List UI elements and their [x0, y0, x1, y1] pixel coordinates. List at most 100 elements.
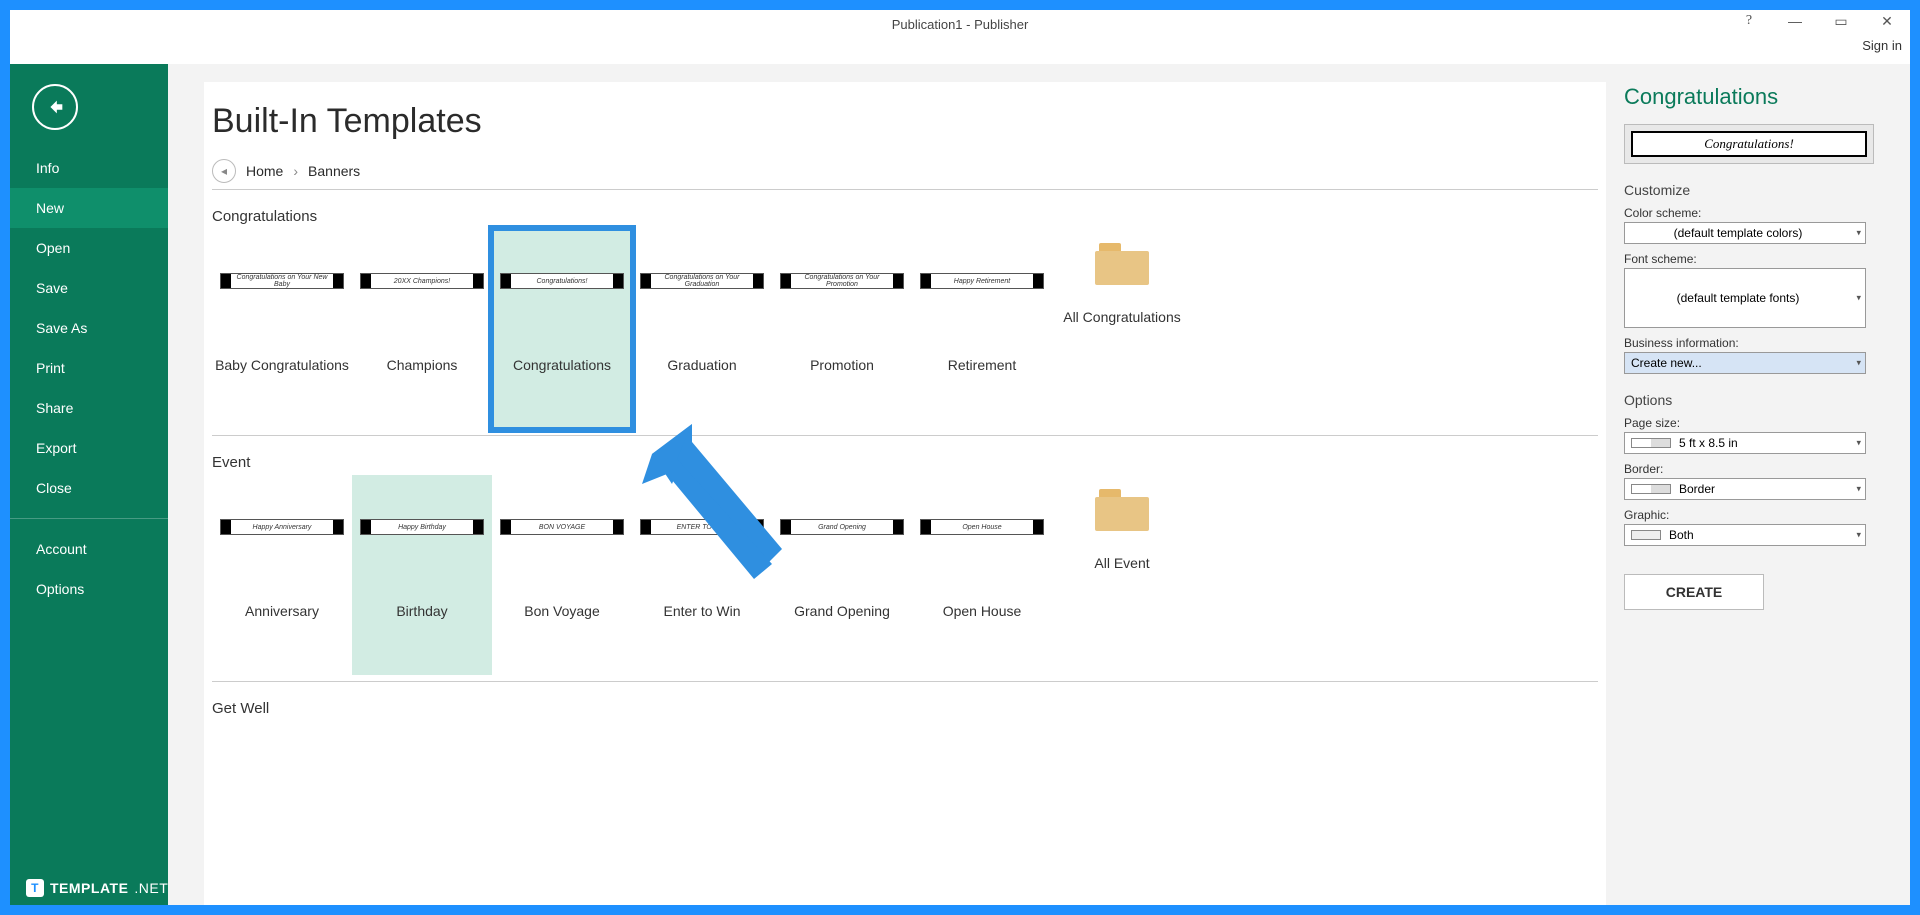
template-thumb: Congratulations on Your New Baby: [220, 273, 344, 289]
page-size-value: 5 ft x 8.5 in: [1679, 436, 1738, 450]
customize-heading: Customize: [1624, 182, 1892, 198]
template-label: Open House: [943, 603, 1022, 620]
minimize-icon[interactable]: —: [1772, 10, 1818, 32]
back-button[interactable]: [32, 84, 78, 130]
template-tile-retirement[interactable]: Happy Retirement Retirement: [912, 229, 1052, 429]
font-scheme-value: (default template fonts): [1677, 291, 1800, 305]
chevron-down-icon: ▾: [1856, 228, 1861, 239]
template-tile-open-house[interactable]: Open House Open House: [912, 475, 1052, 675]
template-tile-congratulations[interactable]: Congratulations! Congratulations: [492, 229, 632, 429]
graphic-dropdown[interactable]: Both ▾: [1624, 524, 1866, 546]
titlebar: Publication1 - Publisher ? — ▭ ✕: [10, 10, 1910, 38]
preview-banner: Congratulations!: [1631, 131, 1867, 157]
template-tile-champions[interactable]: 20XX Champions! Champions: [352, 229, 492, 429]
nav-item-save-as[interactable]: Save As: [10, 308, 168, 348]
nav-item-close[interactable]: Close: [10, 468, 168, 508]
border-dropdown[interactable]: Border ▾: [1624, 478, 1866, 500]
help-icon[interactable]: ?: [1726, 10, 1772, 32]
create-button[interactable]: CREATE: [1624, 574, 1764, 610]
template-preview: Congratulations!: [1624, 124, 1874, 164]
chevron-down-icon: ▾: [1856, 438, 1861, 449]
template-label: Retirement: [948, 357, 1016, 374]
folder-tile[interactable]: All Event: [1052, 475, 1192, 675]
options-heading: Options: [1624, 392, 1892, 408]
nav-item-print[interactable]: Print: [10, 348, 168, 388]
business-info-dropdown[interactable]: Create new... ▾: [1624, 352, 1866, 374]
breadcrumb: ◂ Home › Banners: [212, 159, 1606, 183]
template-thumb: Congratulations!: [500, 273, 624, 289]
nav-item-account[interactable]: Account: [10, 529, 168, 569]
template-tile-grand-opening[interactable]: Grand Opening Grand Opening: [772, 475, 912, 675]
template-label: Anniversary: [245, 603, 319, 620]
graphic-icon: [1631, 530, 1661, 540]
template-tile-anniversary[interactable]: Happy Anniversary Anniversary: [212, 475, 352, 675]
breadcrumb-current: Banners: [308, 163, 360, 179]
folder-tile[interactable]: All Congratulations: [1052, 229, 1192, 429]
template-label: Baby Congratulations: [215, 357, 349, 374]
folder-label: All Event: [1094, 555, 1149, 572]
nav-item-export[interactable]: Export: [10, 428, 168, 468]
template-label: Champions: [387, 357, 458, 374]
nav-item-open[interactable]: Open: [10, 228, 168, 268]
breadcrumb-back-icon[interactable]: ◂: [212, 159, 236, 183]
template-thumb: Happy Retirement: [920, 273, 1044, 289]
section-heading: Congratulations: [212, 208, 1606, 225]
font-scheme-dropdown[interactable]: (default template fonts) ▾: [1624, 268, 1866, 328]
template-tile-promotion[interactable]: Congratulations on Your PromotionPromoti…: [772, 229, 912, 429]
sign-in-link[interactable]: Sign in: [1862, 38, 1902, 53]
template-tile-birthday[interactable]: Happy Birthday Birthday: [352, 475, 492, 675]
details-title: Congratulations: [1624, 84, 1892, 110]
template-label: Congratulations: [513, 357, 611, 374]
nav-item-info[interactable]: Info: [10, 148, 168, 188]
template-thumb: Happy Birthday: [360, 519, 484, 535]
font-scheme-label: Font scheme:: [1624, 252, 1892, 266]
watermark: T TEMPLATE.NET: [26, 879, 168, 897]
folder-icon: [1095, 489, 1149, 531]
border-icon: [1631, 484, 1671, 494]
section-heading: Get Well: [212, 700, 1606, 717]
template-tile-baby-congratulations[interactable]: Congratulations on Your New Baby Baby Con…: [212, 229, 352, 429]
backstage-nav: InfoNewOpenSaveSave AsPrintShareExportCl…: [10, 64, 168, 905]
template-thumb: Open House: [920, 519, 1044, 535]
template-thumb: Congratulations on Your Graduation: [640, 273, 764, 289]
template-thumb: BON VOYAGE: [500, 519, 624, 535]
close-icon[interactable]: ✕: [1864, 10, 1910, 32]
template-details-panel: Congratulations Congratulations! Customi…: [1624, 82, 1910, 905]
page-title: Built-In Templates: [212, 102, 1606, 141]
template-tile-graduation[interactable]: Congratulations on Your GraduationGradua…: [632, 229, 772, 429]
template-label: Promotion: [810, 357, 874, 374]
page-size-dropdown[interactable]: 5 ft x 8.5 in ▾: [1624, 432, 1866, 454]
breadcrumb-home[interactable]: Home: [246, 163, 283, 179]
nav-item-options[interactable]: Options: [10, 569, 168, 609]
template-thumb: Happy Anniversary: [220, 519, 344, 535]
color-scheme-value: (default template colors): [1674, 226, 1803, 240]
color-scheme-label: Color scheme:: [1624, 206, 1892, 220]
template-tile-bon-voyage[interactable]: BON VOYAGE Bon Voyage: [492, 475, 632, 675]
folder-label: All Congratulations: [1063, 309, 1181, 326]
watermark-suffix: .NET: [134, 880, 168, 896]
template-label: Grand Opening: [794, 603, 890, 620]
business-info-label: Business information:: [1624, 336, 1892, 350]
template-label: Birthday: [396, 603, 447, 620]
folder-icon: [1095, 243, 1149, 285]
chevron-right-icon: ›: [293, 163, 298, 179]
nav-item-share[interactable]: Share: [10, 388, 168, 428]
graphic-value: Both: [1669, 528, 1694, 542]
template-thumb: Grand Opening: [780, 519, 904, 535]
templates-content: Built-In Templates ◂ Home › Banners Cong…: [204, 82, 1606, 905]
nav-item-save[interactable]: Save: [10, 268, 168, 308]
template-tile-enter-to-win[interactable]: ENTER TO WINEnter to Win: [632, 475, 772, 675]
template-thumb: 20XX Champions!: [360, 273, 484, 289]
template-thumb: ENTER TO WIN: [640, 519, 764, 535]
page-size-label: Page size:: [1624, 416, 1892, 430]
page-size-icon: [1631, 438, 1671, 448]
template-label: Bon Voyage: [524, 603, 600, 620]
watermark-text: TEMPLATE: [50, 880, 128, 896]
chevron-down-icon: ▾: [1856, 358, 1861, 369]
color-scheme-dropdown[interactable]: (default template colors) ▾: [1624, 222, 1866, 244]
business-info-value: Create new...: [1631, 356, 1702, 370]
chevron-down-icon: ▾: [1856, 293, 1861, 304]
maximize-icon[interactable]: ▭: [1818, 10, 1864, 32]
border-value: Border: [1679, 482, 1715, 496]
nav-item-new[interactable]: New: [10, 188, 168, 228]
